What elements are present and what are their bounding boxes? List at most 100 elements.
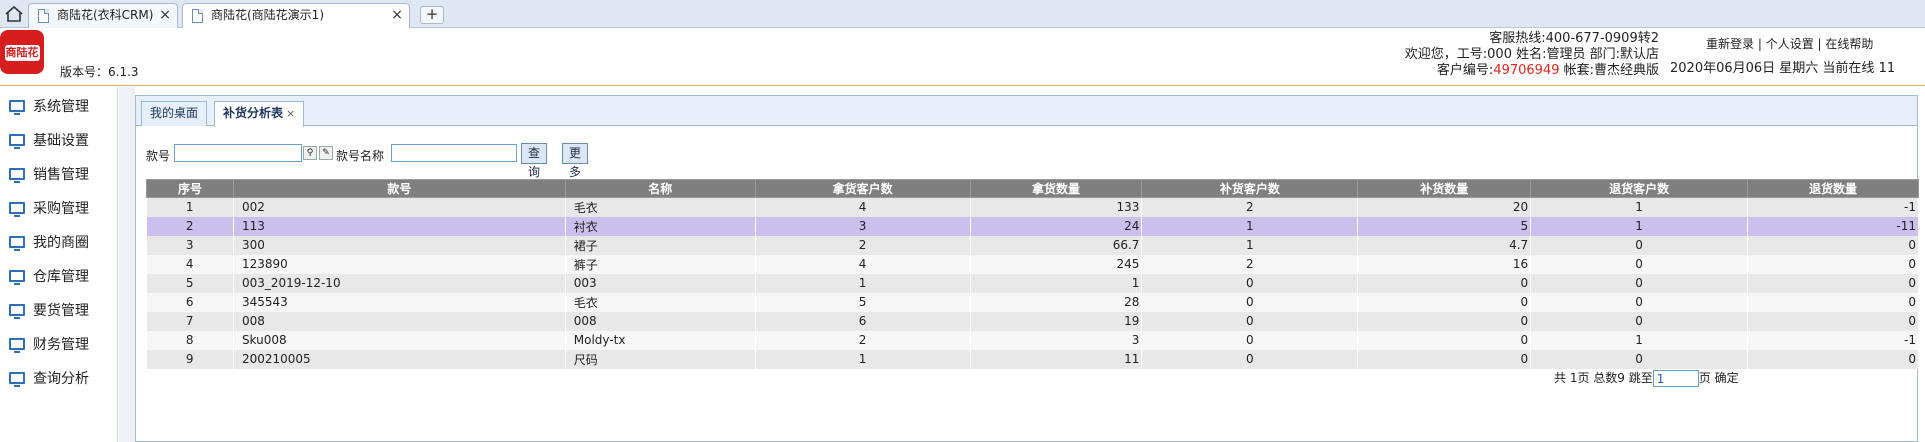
row-index: 7	[146, 311, 234, 331]
pickup-qty-cell: 28	[970, 292, 1143, 312]
customer-line: 客户编号:49706949 帐套:曹杰经典版	[1405, 63, 1659, 79]
column-header[interactable]: 拿货数量	[969, 179, 1143, 198]
account-info: 客服热线:400-677-0909转2 欢迎您，工号:000 姓名:管理员 部门…	[1405, 31, 1659, 79]
sidebar-item-label: 采购管理	[33, 201, 89, 217]
confirm-button[interactable]: 确定	[1714, 371, 1739, 385]
row-index: 9	[146, 349, 234, 369]
column-header[interactable]: 退货客户数	[1530, 179, 1749, 198]
page-icon	[38, 9, 49, 23]
column-header[interactable]: 序号	[146, 179, 234, 198]
app-header: 商陆花 版本号：6.1.3 客服热线:400-677-0909转2 欢迎您，工号…	[0, 28, 1925, 86]
name-cell: 毛衣	[565, 292, 756, 312]
query-button[interactable]: 查 询	[521, 143, 548, 179]
restock-customers-cell: 1	[1141, 235, 1359, 255]
name-cell: 毛衣	[565, 197, 756, 217]
restock-customers-cell: 0	[1141, 311, 1359, 331]
close-icon[interactable]: ×	[286, 107, 296, 120]
return-customers-cell: 1	[1530, 330, 1749, 350]
return-qty-cell: 0	[1747, 349, 1919, 369]
logo-text: 商陆花	[4, 45, 40, 61]
tab-replenishment-analysis[interactable]: 补货分析表 ×	[214, 101, 305, 127]
return-customers-cell: 0	[1530, 311, 1749, 331]
more-button[interactable]: 更多	[562, 143, 589, 179]
name-cell: 008	[565, 311, 756, 331]
page-jump-input[interactable]	[1652, 370, 1699, 387]
sku-cell: Sku008	[233, 330, 566, 350]
restock-qty-cell: 0	[1357, 349, 1532, 369]
restock-customers-cell: 0	[1141, 292, 1359, 312]
edit-icon[interactable]: ✎	[319, 146, 333, 160]
browser-tab-label: 商陆花(衣科CRM)	[57, 8, 154, 22]
table-row[interactable]: 1 002 毛衣 4 133 2 20 1 -1	[146, 197, 1919, 217]
content-tab-bar: 我的桌面 补货分析表 ×	[136, 96, 1917, 127]
monitor-icon	[9, 134, 25, 149]
monitor-icon	[9, 372, 25, 387]
restock-qty-cell: 5	[1357, 216, 1532, 236]
restock-qty-cell: 0	[1357, 273, 1532, 293]
pickup-qty-cell: 245	[970, 254, 1143, 274]
name-cell: 尺码	[565, 349, 756, 369]
close-icon[interactable]: ×	[159, 7, 171, 23]
browser-tab-strip: 商陆花(衣科CRM) × 商陆花(商陆花演示1) × +	[0, 0, 1925, 29]
return-customers-cell: 1	[1530, 197, 1749, 217]
sku-name-input[interactable]	[391, 144, 517, 162]
table-header: 序号 款号 名称 拿货客户数 拿货数量 补货客户数 补货数量 退货客户数 退货数…	[146, 179, 1919, 198]
table-row[interactable]: 7 008 008 6 19 0 0 0 0	[146, 311, 1919, 331]
pickup-qty-cell: 1	[970, 273, 1143, 293]
name-cell: Moldy-tx	[565, 330, 756, 350]
sidebar-item-label: 财务管理	[33, 337, 89, 353]
pagination: 共 1页 总数9 跳至 页 确定	[1554, 368, 1739, 388]
column-header[interactable]: 退货数量	[1747, 179, 1919, 198]
sku-name-label: 款号名称	[336, 149, 385, 163]
browser-tab-demo[interactable]: 商陆花(商陆花演示1) ×	[182, 3, 410, 29]
name-cell: 003	[565, 273, 756, 293]
pickup-qty-cell: 133	[970, 197, 1143, 217]
hotline-text: 客服热线:400-677-0909转2	[1489, 31, 1659, 46]
sku-label: 款号	[146, 149, 171, 163]
tab-my-desktop[interactable]: 我的桌面	[141, 101, 208, 126]
close-icon[interactable]: ×	[391, 7, 403, 23]
browser-tab-label: 商陆花(商陆花演示1)	[211, 8, 324, 22]
lookup-icon[interactable]: ⚲	[303, 146, 317, 160]
sku-cell: 345543	[233, 292, 566, 312]
table-row[interactable]: 2 113 衬衣 3 24 1 5 1 -11	[146, 216, 1919, 236]
pickup-customers-cell: 5	[755, 292, 971, 312]
return-customers-cell: 1	[1530, 216, 1749, 236]
monitor-icon	[9, 304, 25, 319]
relogin-link[interactable]: 重新登录	[1706, 37, 1755, 51]
table-row[interactable]: 6 345543 毛衣 5 28 0 0 0 0	[146, 292, 1919, 312]
personal-settings-link[interactable]: 个人设置	[1765, 37, 1814, 51]
return-qty-cell: -1	[1747, 197, 1919, 217]
restock-qty-cell: 0	[1357, 292, 1532, 312]
new-tab-button[interactable]: +	[420, 6, 444, 24]
column-header[interactable]: 名称	[564, 179, 756, 198]
sidebar-item-label: 销售管理	[33, 167, 89, 183]
sku-input[interactable]	[174, 144, 302, 162]
monitor-icon	[9, 202, 25, 217]
table-row[interactable]: 9 200210005 尺码 1 11 0 0 0 0	[146, 349, 1919, 369]
return-qty-cell: 0	[1747, 292, 1919, 312]
column-header[interactable]: 补货客户数	[1141, 179, 1359, 198]
restock-qty-cell: 16	[1357, 254, 1532, 274]
return-qty-cell: 0	[1747, 311, 1919, 331]
column-header[interactable]: 拿货客户数	[754, 179, 971, 198]
column-header[interactable]: 补货数量	[1357, 179, 1532, 198]
row-index: 5	[146, 273, 234, 293]
pickup-customers-cell: 2	[755, 330, 971, 350]
pickup-qty-cell: 19	[970, 311, 1143, 331]
table-row[interactable]: 5 003_2019-12-10 003 1 1 0 0 0 0	[146, 273, 1919, 293]
header-links: 重新登录 | 个人设置 | 在线帮助	[1706, 37, 1874, 51]
column-header[interactable]: 款号	[232, 179, 566, 198]
restock-customers-cell: 0	[1141, 349, 1359, 369]
return-qty-cell: -11	[1747, 216, 1919, 236]
table-row[interactable]: 8 Sku008 Moldy-tx 2 3 0 0 1 -1	[146, 330, 1919, 350]
home-icon[interactable]	[3, 4, 25, 24]
tab-label: 补货分析表	[223, 106, 284, 120]
name-cell: 裙子	[565, 235, 756, 255]
table-row[interactable]: 3 300 裙子 2 66.7 1 4.7 0 0	[146, 235, 1919, 255]
monitor-icon	[9, 338, 25, 353]
tab-label: 我的桌面	[150, 106, 199, 120]
browser-tab-crm[interactable]: 商陆花(衣科CRM) ×	[28, 3, 178, 28]
table-row[interactable]: 4 123890 裤子 4 245 2 16 0 0	[146, 254, 1919, 274]
online-help-link[interactable]: 在线帮助	[1825, 37, 1874, 51]
